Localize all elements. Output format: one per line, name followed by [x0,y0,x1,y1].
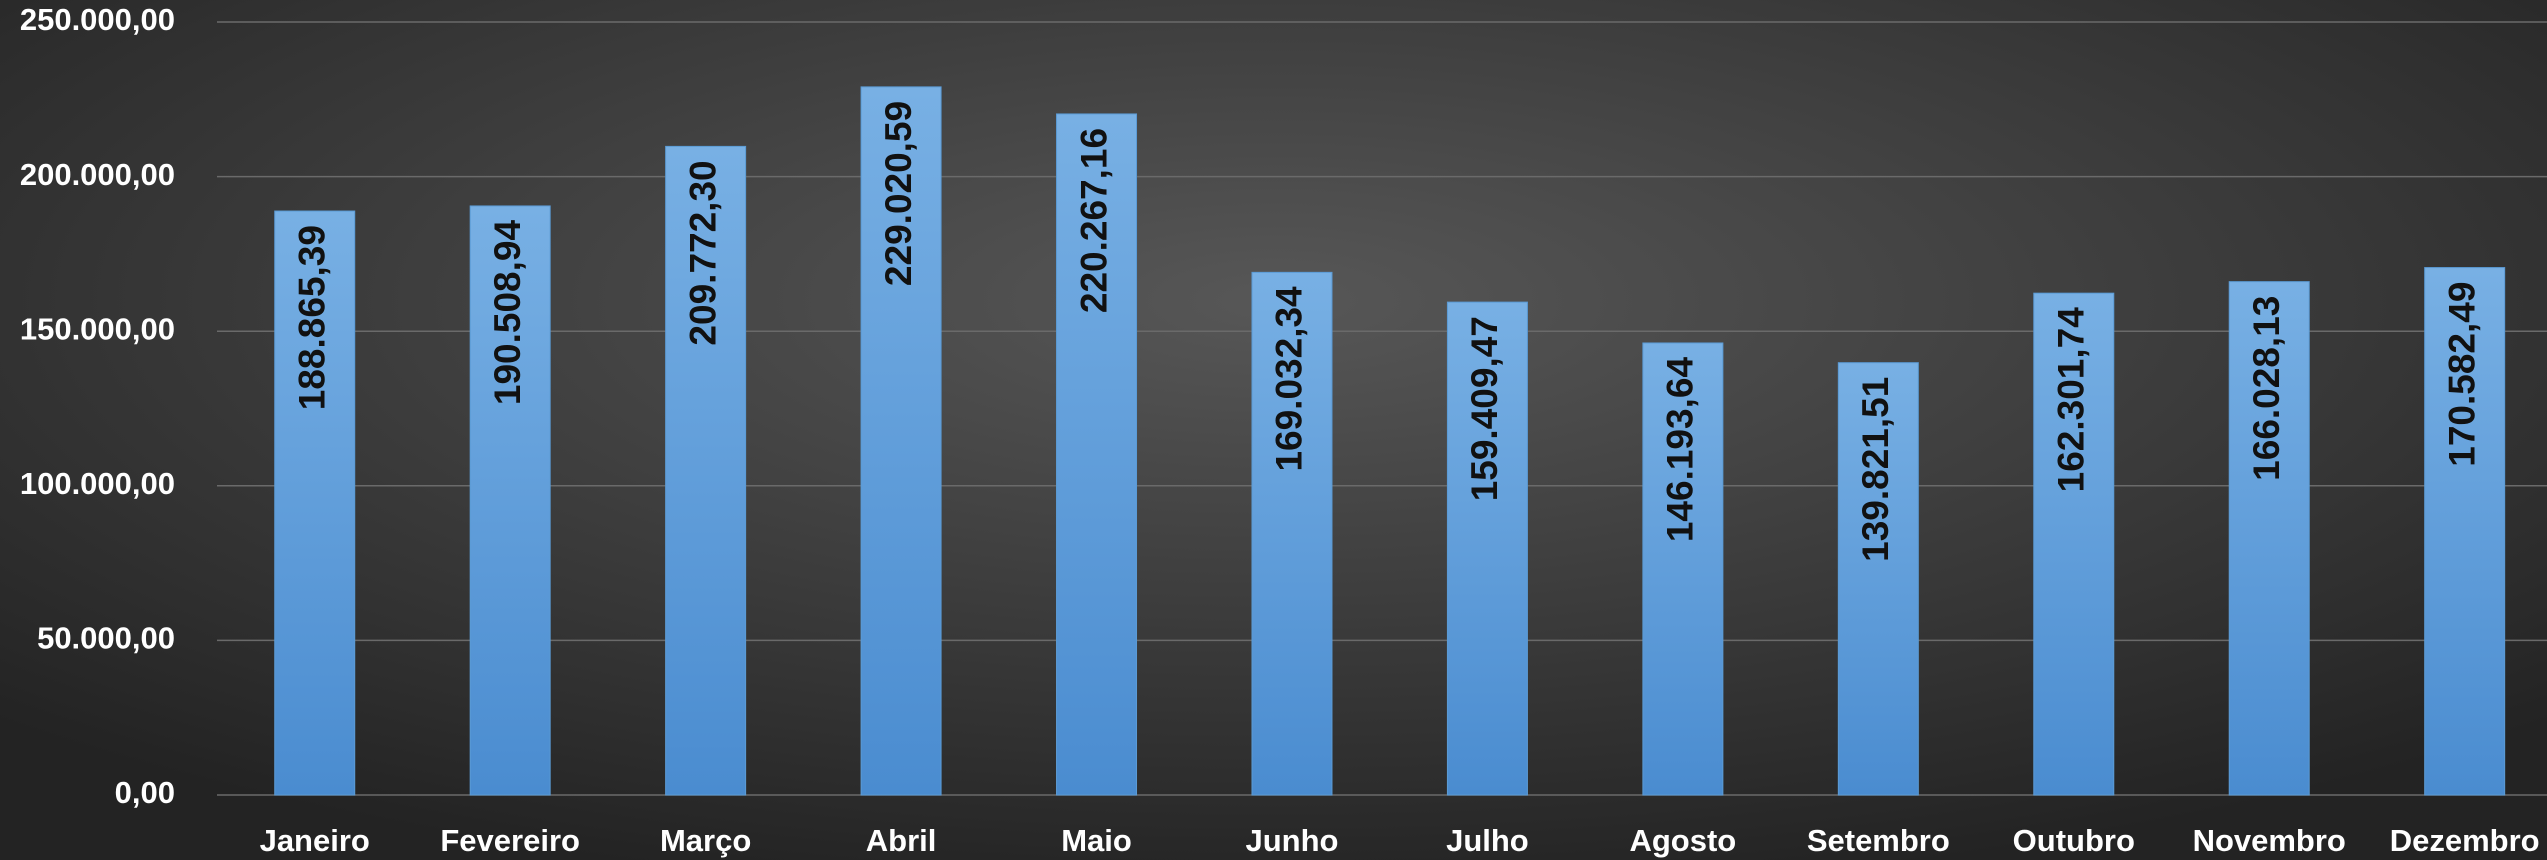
y-tick-label: 200.000,00 [20,157,175,192]
y-tick-label: 50.000,00 [37,621,175,656]
bar [469,205,551,796]
data-label: 146.193,64 [1660,357,1701,543]
data-label: 170.582,49 [2441,282,2482,467]
x-tick-label: Dezembro [2390,823,2540,858]
y-tick-label: 100.000,00 [20,466,175,501]
bar [1251,271,1333,796]
y-tick-label: 150.000,00 [20,311,175,346]
data-label: 209.772,30 [682,160,723,345]
x-tick-label: Fevereiro [440,823,580,858]
bar [274,210,356,796]
bar [665,145,747,796]
data-label: 220.267,16 [1073,128,1114,313]
x-tick-label: Julho [1446,823,1529,858]
y-tick-label: 0,00 [115,775,175,810]
x-tick-label: Novembro [2193,823,2346,858]
data-label: 229.020,59 [878,101,919,286]
x-tick-label: Agosto [1629,823,1736,858]
data-label: 169.032,34 [1269,286,1310,472]
bar [1642,342,1724,796]
bar [1446,301,1528,796]
bar [1056,113,1138,796]
data-label: 162.301,74 [2051,307,2092,493]
data-label: 190.508,94 [487,220,528,406]
x-tick-label: Setembro [1807,823,1950,858]
x-tick-label: Março [660,823,751,858]
y-tick-label: 250.000,00 [20,2,175,37]
x-tick-label: Junho [1245,823,1338,858]
x-tick-label: Janeiro [260,823,370,858]
data-label: 166.028,13 [2246,296,2287,481]
x-tick-label: Outubro [2013,823,2135,858]
data-label: 139.821,51 [1855,377,1896,562]
bar [860,86,942,796]
x-tick-label: Abril [866,823,937,858]
x-tick-label: Maio [1061,823,1132,858]
bar [2033,292,2115,796]
bar [1837,362,1919,796]
bar [2228,281,2310,796]
data-label: 159.409,47 [1464,316,1505,501]
data-label: 188.865,39 [292,225,333,410]
bar [2424,267,2506,796]
